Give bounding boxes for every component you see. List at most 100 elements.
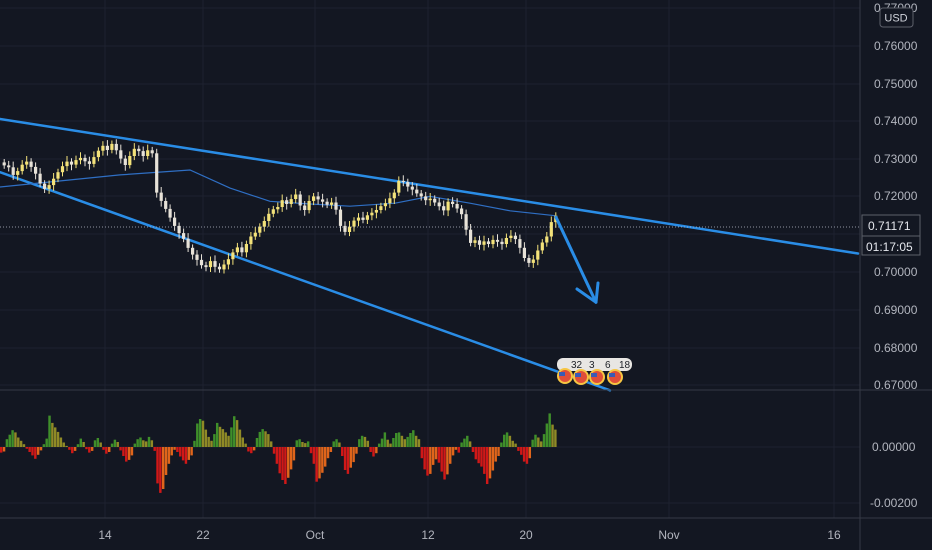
osc-tick: 0.00000 (872, 440, 916, 454)
price-candles (2, 139, 558, 274)
histogram-bar (102, 447, 105, 450)
histogram-bar (62, 442, 65, 447)
histogram-bar (500, 442, 503, 447)
histogram-bar (520, 447, 523, 455)
histogram-bar (420, 447, 424, 459)
histogram-bar (534, 434, 537, 447)
histogram-bar (235, 420, 239, 447)
event-count-3: 6 (605, 360, 611, 371)
candle-body (182, 233, 186, 239)
histogram-bar (34, 447, 37, 459)
us-flag-icon[interactable] (607, 369, 623, 385)
histogram-bar (494, 447, 497, 462)
histogram-bar (264, 431, 267, 447)
histogram-bar (431, 447, 435, 465)
candle-body (69, 161, 74, 165)
candle-body (213, 261, 217, 267)
candle-body (271, 209, 275, 214)
candle-body (119, 150, 123, 159)
histogram-bar (346, 447, 350, 474)
us-flag-icon[interactable] (589, 369, 605, 385)
histogram-bar (8, 434, 11, 447)
candle-body (321, 199, 325, 202)
histogram-bar (176, 447, 179, 452)
histogram-bar (167, 447, 171, 464)
histogram-bar (329, 447, 333, 452)
candle-body (83, 157, 87, 162)
projection-arrow[interactable] (554, 215, 600, 304)
histogram-bar (315, 447, 318, 482)
histogram-bar (82, 442, 85, 447)
histogram-bar (395, 433, 398, 447)
histogram-bar (304, 443, 307, 447)
histogram-bar (281, 447, 284, 480)
candle-body (397, 180, 401, 193)
price-tick: 0.73000 (874, 152, 918, 166)
candle-body (132, 148, 136, 156)
histogram-bar (417, 439, 421, 447)
histogram-bar (144, 441, 148, 447)
histogram-bar (31, 447, 34, 456)
histogram-bar (159, 447, 162, 493)
candle-body (392, 192, 396, 199)
current-price-label: 0.71171 01:17:05 (861, 214, 921, 256)
histogram-bar (210, 440, 213, 447)
histogram-bar (11, 430, 14, 447)
histogram-bar (233, 416, 236, 447)
candle-body (65, 161, 69, 167)
histogram-bar (85, 447, 88, 450)
candle-body (401, 180, 405, 182)
histogram-bar (127, 447, 131, 460)
us-flag-icon[interactable] (573, 369, 589, 385)
histogram-bar (463, 438, 466, 447)
histogram-bar (306, 441, 310, 447)
projection-arrow-shaft (554, 215, 598, 304)
candle-body (235, 247, 239, 253)
histogram-bar (363, 436, 367, 447)
candle-body (276, 207, 280, 210)
histogram-bar (241, 437, 244, 447)
time-tick: 12 (421, 528, 435, 542)
candle-body (38, 173, 42, 184)
candle-body (110, 143, 114, 150)
candle-body (280, 200, 284, 207)
histogram-bar (125, 447, 128, 462)
candle-body (285, 200, 289, 204)
us-flag-icon[interactable] (557, 368, 573, 384)
candle-body (249, 236, 253, 245)
candle-body (374, 210, 378, 213)
economic-events-markers[interactable]: 32 3 6 18 (557, 358, 632, 385)
candle-body (383, 203, 387, 207)
candle-body (504, 238, 508, 244)
histogram-bar (400, 435, 404, 447)
histogram-bar (187, 447, 190, 460)
histogram-bar (358, 439, 361, 447)
trendlines[interactable] (0, 117, 860, 392)
price-axis[interactable]: 0.77000 0.76000 0.75000 0.74000 0.73000 … (861, 1, 921, 392)
histogram-bar (25, 447, 29, 449)
currency-badge[interactable]: USD (879, 7, 914, 28)
histogram-bar (28, 447, 31, 452)
time-tick: 20 (519, 528, 533, 542)
candle-body (518, 239, 522, 248)
histogram-bar (386, 439, 389, 447)
histogram-bar (531, 439, 534, 447)
histogram-bar (173, 447, 176, 450)
histogram-bar (247, 447, 250, 452)
histogram-bar (468, 441, 472, 447)
candle-body (191, 247, 195, 255)
histogram-bar (497, 447, 500, 456)
histogram-bar (349, 447, 352, 468)
price-tick: 0.75000 (874, 77, 918, 91)
candle-body (343, 225, 347, 232)
candle-body (114, 143, 118, 151)
time-axis[interactable]: 14 22 Oct 12 20 Nov 16 (98, 528, 841, 542)
candle-body (531, 259, 535, 263)
histogram-bar (451, 447, 455, 456)
oscillator-axis[interactable]: 0.00000 -0.00200 (870, 440, 918, 510)
time-tick: Oct (306, 528, 325, 542)
candle-body (195, 254, 199, 260)
histogram-bar (122, 447, 125, 456)
